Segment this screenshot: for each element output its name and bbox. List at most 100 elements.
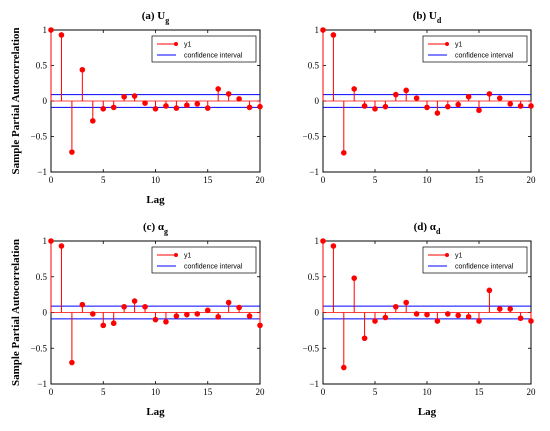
- stem-marker-lag-1: [58, 243, 65, 249]
- stem-marker-lag-18: [236, 96, 242, 102]
- x-axis-label: Lag: [146, 406, 165, 418]
- x-tick-label: 5: [101, 387, 106, 397]
- y-tick-label: 0.5: [36, 272, 48, 282]
- stem-marker-lag-14: [465, 313, 472, 320]
- stem-marker-lag-4: [90, 311, 96, 317]
- y-tick-label: −0.5: [31, 343, 48, 353]
- y-tick-label: 1: [43, 236, 48, 246]
- stem-marker-lag-15: [476, 318, 482, 324]
- stem-marker-lag-4: [361, 103, 368, 109]
- stem-marker-lag-3: [79, 66, 86, 73]
- x-axis-label: Lag: [418, 406, 437, 418]
- stem-marker-lag-2: [69, 359, 75, 366]
- x-tick-label: 15: [203, 387, 213, 397]
- stem-marker-lag-14: [465, 93, 472, 100]
- stem-marker-lag-6: [382, 103, 389, 110]
- stem-marker-lag-19: [246, 104, 253, 111]
- legend-stem-label: y1: [455, 253, 463, 260]
- y-tick-label: −1: [37, 167, 47, 177]
- stem-marker-lag-1: [330, 32, 337, 38]
- stem-marker-lag-5: [100, 322, 107, 329]
- x-tick-label: 15: [475, 175, 485, 185]
- stem-marker-lag-8: [131, 93, 138, 99]
- chart-panel-1: (b) Ud 0 5 10 15 20 −1 −0.5 0 0.5 1 y1 confidence in…: [303, 10, 536, 185]
- stem-marker-lag-10: [424, 104, 430, 111]
- stem-marker-lag-13: [455, 101, 462, 108]
- stem-marker-lag-6: [110, 104, 117, 111]
- chart-panel-0: (a) Ug 0 5 10 15 20 −1 −0.5 0 0.5 1 y1 confidence in…: [10, 10, 265, 206]
- y-tick-label: −1: [309, 379, 319, 389]
- y-tick-label: 0: [43, 96, 48, 106]
- x-tick-label: 10: [423, 175, 433, 185]
- legend-bound-label: confidence interval: [455, 264, 514, 271]
- panel-title-subscript: g: [165, 16, 169, 25]
- stem-marker-lag-20: [528, 318, 534, 324]
- stem-marker-lag-11: [434, 110, 441, 116]
- panel-title: (d) αd: [414, 221, 441, 236]
- legend-stem-label: y1: [184, 42, 192, 49]
- x-tick-label: 0: [321, 175, 326, 185]
- y-tick-label: 1: [315, 25, 320, 35]
- chart-panel-3: (d) αd 0 5 10 15 20 −1 −0.5 0 0.5 1 y1 confidence in…: [303, 221, 536, 418]
- panel-title-main: (a) U: [142, 10, 166, 22]
- stem-marker-lag-1: [330, 243, 337, 249]
- stem-marker-lag-18: [507, 306, 514, 312]
- x-tick-label: 20: [256, 387, 266, 397]
- panel-title-main: (c) α: [143, 221, 165, 233]
- stem-marker-lag-12: [445, 311, 451, 317]
- stem-marker-lag-6: [110, 320, 117, 327]
- stem-marker-lag-5: [100, 106, 107, 112]
- panel-title-main: (b) U: [413, 10, 437, 22]
- legend-bound-label: confidence interval: [455, 53, 514, 60]
- stem-marker-lag-7: [393, 91, 399, 98]
- stem-marker-lag-18: [507, 101, 514, 107]
- legend-stem-marker: [445, 253, 449, 257]
- panel-title-subscript: d: [436, 227, 441, 236]
- stem-marker-lag-2: [341, 150, 347, 156]
- stem-marker-lag-11: [434, 318, 441, 324]
- stem-marker-lag-11: [163, 318, 169, 325]
- stem-marker-lag-7: [121, 303, 127, 310]
- y-axis-label: Sample Partial Autocorrelation: [10, 27, 22, 174]
- stem-marker-lag-2: [341, 364, 347, 371]
- legend: y1 confidence interval: [151, 246, 257, 274]
- y-tick-label: 0: [315, 96, 320, 106]
- stem-marker-lag-16: [215, 313, 221, 320]
- stem-marker-lag-9: [413, 95, 420, 101]
- stem-marker-lag-2: [69, 149, 75, 155]
- stem-marker-lag-16: [215, 86, 221, 92]
- stem-marker-lag-13: [455, 312, 462, 319]
- stem-marker-lag-12: [445, 103, 451, 110]
- stem-marker-lag-10: [152, 106, 159, 112]
- legend-stem-label: y1: [184, 253, 192, 260]
- stem-marker-lag-0: [320, 27, 326, 33]
- stem-marker-lag-12: [173, 313, 180, 319]
- stem-marker-lag-15: [204, 105, 211, 111]
- y-tick-label: −1: [37, 379, 47, 389]
- stem-marker-lag-14: [194, 311, 201, 317]
- x-tick-label: 5: [373, 387, 378, 397]
- stem-marker-lag-3: [351, 275, 358, 281]
- legend-box: [422, 246, 528, 274]
- x-tick-label: 0: [49, 387, 54, 397]
- legend: y1 confidence interval: [151, 35, 257, 63]
- legend-box: [422, 35, 528, 63]
- stem-marker-lag-3: [351, 86, 358, 92]
- x-tick-label: 0: [49, 175, 54, 185]
- stem-marker-lag-11: [163, 103, 169, 109]
- stem-marker-lag-1: [58, 32, 65, 38]
- stem-marker-lag-16: [486, 287, 493, 294]
- legend-stem-marker: [174, 253, 178, 257]
- x-tick-label: 0: [321, 387, 326, 397]
- stem-marker-lag-3: [79, 301, 86, 308]
- legend: y1 confidence interval: [422, 246, 528, 274]
- stem-marker-lag-13: [184, 311, 190, 318]
- stem-marker-lag-7: [121, 93, 127, 100]
- stem-marker-lag-18: [236, 304, 242, 311]
- legend-stem-label: y1: [455, 42, 463, 49]
- legend-bound-label: confidence interval: [184, 264, 243, 271]
- stem-marker-lag-0: [320, 238, 326, 244]
- x-tick-label: 15: [475, 387, 485, 397]
- stem-marker-lag-5: [372, 318, 378, 324]
